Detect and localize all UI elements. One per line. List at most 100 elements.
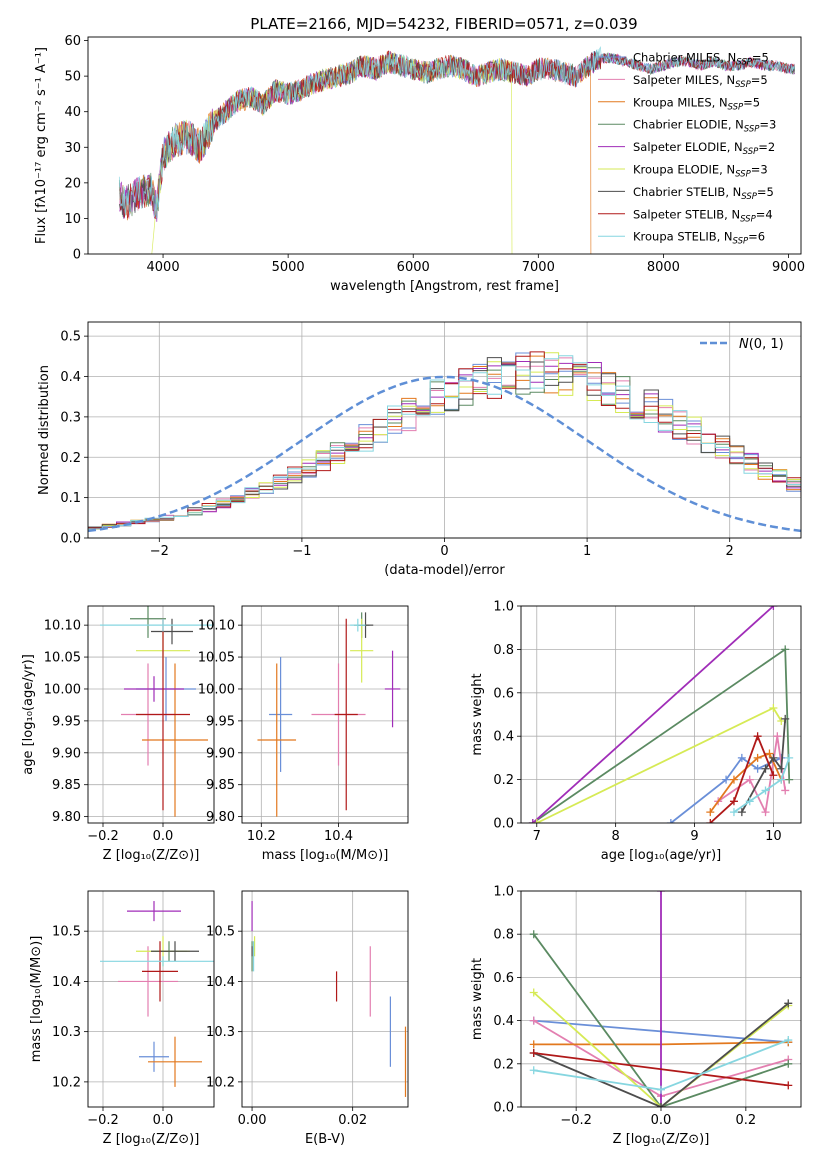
y-tick-label: 0.0	[493, 817, 514, 832]
y-tick-label: 9.80	[206, 810, 235, 825]
weight-marker	[781, 786, 790, 795]
legend-subscript: SSP	[735, 170, 751, 180]
age-vs-Z-x-label: Z [log₁₀(Z/Z⊙)]	[103, 848, 200, 863]
legend-label: Kroupa MILES, N	[633, 95, 728, 109]
spectrum-line	[118, 46, 796, 219]
weight-marker	[781, 714, 790, 723]
legend-subscript: SSP	[728, 102, 744, 112]
legend-count: =2	[758, 140, 775, 154]
y-tick-label: 9.90	[206, 746, 235, 761]
errorbar-point	[334, 618, 358, 811]
x-tick-label: 0.02	[338, 1113, 367, 1128]
y-tick-label: 10.3	[52, 1025, 81, 1040]
mass-vs-Z-y-label: mass [log₁₀(M/M⊙)]	[29, 936, 44, 1063]
errorbar-point	[384, 650, 401, 728]
plot-area-weight-vs-age	[528, 606, 794, 823]
y-tick-label: 10.00	[198, 682, 235, 697]
histogram-step	[88, 355, 801, 530]
y-tick-label: 20	[64, 176, 81, 191]
weight-marker	[529, 1049, 538, 1057]
weight-vs-age-y-label: mass weight	[470, 673, 485, 755]
weight-marker	[784, 999, 793, 1008]
axes-frame	[87, 36, 802, 255]
weight-line	[532, 933, 789, 1107]
legend-entry: Salpeter MILES, NSSP=5	[633, 73, 768, 90]
y-tick-label: 9.80	[52, 810, 81, 825]
plot-area-age-vs-mass	[257, 612, 401, 817]
residual-y-label: Normed distribution	[37, 365, 52, 495]
spectrum-y-label: Flux [fλ10⁻¹⁷ erg cm⁻² s⁻¹ A⁻¹]	[34, 47, 49, 244]
plot-area-mass-vs-Z	[100, 901, 214, 1087]
x-tick-label: −0.2	[87, 829, 119, 844]
weight-marker	[781, 645, 790, 654]
weight-marker	[729, 808, 738, 817]
weight-marker	[666, 819, 675, 823]
weight-marker	[784, 1059, 793, 1068]
y-tick-label: 0.5	[60, 330, 81, 345]
x-tick-label: 0.00	[238, 1113, 267, 1128]
plot-area-weight-vs-Z	[529, 891, 793, 1107]
y-tick-label: 0.8	[493, 643, 514, 658]
weight-marker	[769, 771, 778, 780]
legend-count: =4	[756, 207, 773, 221]
x-tick-label: −2	[150, 544, 169, 559]
y-tick-label: 0.4	[60, 370, 81, 385]
x-tick-label: −0.2	[87, 1113, 119, 1128]
axes-residuals: −2 −1 0 1 2 0.0 0.1 0.2 0.3 0.4 0.5 N(0, 1) (data-mo…	[37, 321, 802, 578]
spectrum-x-label: wavelength [Angstrom, rest frame]	[330, 279, 559, 294]
mass-vs-Z-x-label: Z [log₁₀(Z/Z⊙)]	[103, 1132, 200, 1147]
legend-count: =5	[751, 73, 768, 87]
weight-marker	[753, 764, 762, 773]
weight-marker	[529, 1066, 538, 1075]
y-tick-label: 9.95	[52, 714, 81, 729]
normal-curve	[88, 375, 801, 533]
y-tick-label: 10.05	[44, 651, 81, 666]
weight-marker	[657, 1085, 665, 1094]
y-tick-label: 10.05	[198, 651, 235, 666]
axes-weight-vs-age: 7 8 9 10 0.0 0.2 0.4 0.6 0.8 1.0 age [log₁₀(age/yr…	[470, 600, 802, 863]
y-tick-label: 1.0	[493, 600, 514, 615]
legend-label: Salpeter MILES, N	[633, 73, 735, 87]
legend-entry: Kroupa MILES, NSSP=5	[633, 95, 760, 112]
axes-frame	[87, 890, 215, 1108]
legend-subscript: SSP	[736, 58, 752, 68]
legend-normal-args: (0, 1)	[749, 337, 784, 352]
weight-marker	[745, 797, 754, 806]
axes-mass-vs-Z: −0.2 0.0 10.2 10.3 10.4 10.5 Z [log₁₀(Z/Z⊙)] ma…	[29, 890, 215, 1147]
legend-entry: Chabrier MILES, NSSP=5	[633, 51, 769, 68]
errorbar-point	[151, 618, 193, 645]
x-tick-label: 8	[612, 829, 620, 844]
legend-entry-normal: N(0, 1)	[739, 337, 784, 352]
weight-marker	[706, 819, 715, 823]
legend-label: Salpeter STELIB, N	[633, 207, 740, 221]
y-tick-label: 0.1	[60, 491, 81, 506]
y-tick-label: 0.2	[493, 1057, 514, 1072]
y-tick-label: 10.5	[206, 925, 235, 940]
legend-count: =6	[748, 230, 765, 244]
y-tick-label: 0.2	[60, 451, 81, 466]
errorbar-point	[151, 941, 199, 962]
legend-subscript: SSP	[741, 192, 757, 202]
age-vs-Z-y-label: age [log₁₀(age/yr)]	[21, 654, 36, 775]
x-tick-label: 8000	[647, 260, 680, 275]
y-tick-label: 0.8	[493, 928, 514, 943]
weight-line	[533, 1002, 789, 1107]
weight-marker	[769, 753, 778, 762]
y-tick-label: 10.2	[52, 1075, 81, 1090]
errorbar-point	[100, 956, 214, 967]
axes-frame	[520, 605, 802, 824]
errorbar-point	[257, 663, 297, 817]
weight-marker	[529, 1016, 538, 1025]
plot-area-residuals	[88, 351, 801, 533]
weight-marker	[761, 808, 770, 817]
weight-marker	[761, 764, 770, 773]
axes-age-vs-mass: 10.2 10.4 9.80 9.85 9.90 9.95 10.00 10.05 10.10 m…	[198, 605, 409, 863]
spectrum-line	[118, 50, 796, 220]
weight-marker	[657, 891, 665, 895]
weight-marker	[784, 1081, 793, 1090]
legend-entry: Salpeter ELODIE, NSSP=2	[633, 140, 775, 157]
mass-vs-EBV-x-label: E(B-V)	[305, 1132, 345, 1147]
y-tick-label: 60	[64, 34, 81, 49]
weight-marker	[769, 606, 778, 610]
